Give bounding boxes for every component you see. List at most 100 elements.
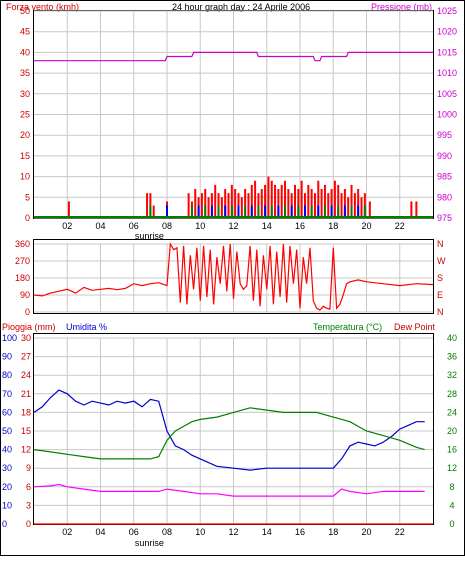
wind-bar (297, 189, 300, 218)
x-tick-label: 02 (62, 527, 72, 537)
x-tick-label: 16 (295, 527, 305, 537)
wind-y-tick: 10 (20, 172, 30, 182)
wind-direction-bar (310, 205, 313, 218)
x-tick-label: 06 (129, 221, 139, 231)
wind-bar (360, 197, 363, 218)
rain-y-tick: 24 (21, 370, 31, 380)
wind-direction-bar (317, 205, 320, 218)
wind-direction-bar (323, 205, 326, 218)
wind-direction-bar (264, 205, 267, 218)
wind-bar (267, 176, 270, 218)
wind-bar (330, 189, 333, 218)
wind-bar (224, 189, 227, 218)
wind-bar (350, 184, 353, 218)
wind-y-tick: 40 (20, 47, 30, 57)
wind-direction-bar (204, 205, 207, 218)
wind-bar (234, 189, 237, 218)
wind-bar (323, 184, 326, 218)
wind-bar (287, 189, 290, 218)
x-tick-label: 12 (228, 527, 238, 537)
x-tick-label: 08 (162, 221, 172, 231)
x-tick-label: 20 (361, 527, 371, 537)
wind-y-tick: 25 (20, 110, 30, 120)
wind-direction-bar (277, 205, 280, 218)
humidity-axis-label: Umidita % (66, 322, 107, 332)
wind-bar (340, 193, 343, 218)
wind-y-tick: 30 (20, 89, 30, 99)
humidity-y-tick: 10 (2, 500, 12, 510)
dewpoint-line (33, 483, 425, 497)
rain-y-tick: 3 (26, 500, 31, 510)
wind-bar (277, 189, 280, 218)
temperature-y-tick: 20 (447, 426, 457, 436)
wind-direction-bar (237, 205, 240, 218)
wind-bar (200, 193, 203, 218)
wind-bar (152, 205, 155, 218)
x-tick-label: 10 (195, 221, 205, 231)
temperature-line (33, 407, 425, 460)
wind-y-tick: 0 (25, 213, 30, 223)
x-tick-label: 06 (129, 527, 139, 537)
wind-y-tick: 20 (20, 130, 30, 140)
wind-y-tick: 45 (20, 27, 30, 37)
wind-bar (343, 189, 346, 218)
wind-bar (194, 189, 197, 218)
wind-bar (220, 197, 223, 218)
sunrise-label: sunrise (135, 231, 164, 241)
wind-direction-bar (284, 205, 287, 218)
wind-y-tick: 5 (25, 192, 30, 202)
temperature-y-tick: 4 (449, 500, 454, 510)
rain-y-tick: 27 (21, 352, 31, 362)
wind-bar (337, 184, 340, 218)
wind-bar (317, 180, 320, 218)
temperature-y-tick: 40 (447, 333, 457, 343)
temperature-y-tick: 32 (447, 370, 457, 380)
wind-bar (410, 201, 413, 218)
wind-bar (307, 184, 310, 218)
rain-axis-label: Pioggia (mm) (2, 322, 56, 332)
chart-title: 24 hour graph day : 24 Aprile 2006 (172, 2, 310, 12)
wind-bar (230, 184, 233, 218)
x-tick-label: 08 (162, 527, 172, 537)
direction-y-tick: 270 (15, 256, 30, 266)
humidity-y-tick: 30 (2, 463, 12, 473)
wind-bar (284, 180, 287, 218)
wind-bar (67, 201, 70, 218)
sunrise-label: sunrise (135, 538, 164, 548)
wind-bar (347, 197, 350, 218)
temperature-y-tick: 24 (447, 407, 457, 417)
pressure-y-tick: 995 (437, 130, 452, 140)
compass-letter: N (437, 239, 444, 249)
direction-y-tick: 180 (15, 273, 30, 283)
wind-bar (294, 184, 297, 218)
pressure-y-tick: 1020 (437, 27, 457, 37)
direction-y-tick: 0 (25, 307, 30, 317)
temperature-y-tick: 36 (447, 352, 457, 362)
wind-bar (415, 201, 418, 218)
wind-bar (204, 189, 207, 218)
x-tick-label: 18 (328, 221, 338, 231)
humidity-y-tick: 40 (2, 445, 12, 455)
wind-bar (187, 193, 190, 218)
wind-direction-bar (270, 205, 273, 218)
temperature-y-tick: 0 (449, 519, 454, 529)
humidity-y-tick: 90 (2, 352, 12, 362)
humidity-y-tick: 100 (2, 333, 17, 343)
wind-direction-bar (250, 205, 253, 218)
humidity-y-tick: 20 (2, 482, 12, 492)
humidity-y-tick: 80 (2, 370, 12, 380)
x-tick-label: 12 (228, 221, 238, 231)
rain-y-tick: 6 (26, 482, 31, 492)
wind-bar (313, 193, 316, 218)
temperature-y-tick: 28 (447, 389, 457, 399)
x-tick-label: 22 (395, 527, 405, 537)
wind-bar (333, 180, 336, 218)
wind-bar (146, 193, 149, 218)
wind-direction-bar (230, 205, 233, 218)
compass-letter: W (437, 256, 446, 266)
rain-y-tick: 15 (21, 426, 31, 436)
humidity-y-tick: 60 (2, 407, 12, 417)
pressure-y-tick: 1005 (437, 89, 457, 99)
x-tick-label: 02 (62, 221, 72, 231)
wind-bar (244, 189, 247, 218)
